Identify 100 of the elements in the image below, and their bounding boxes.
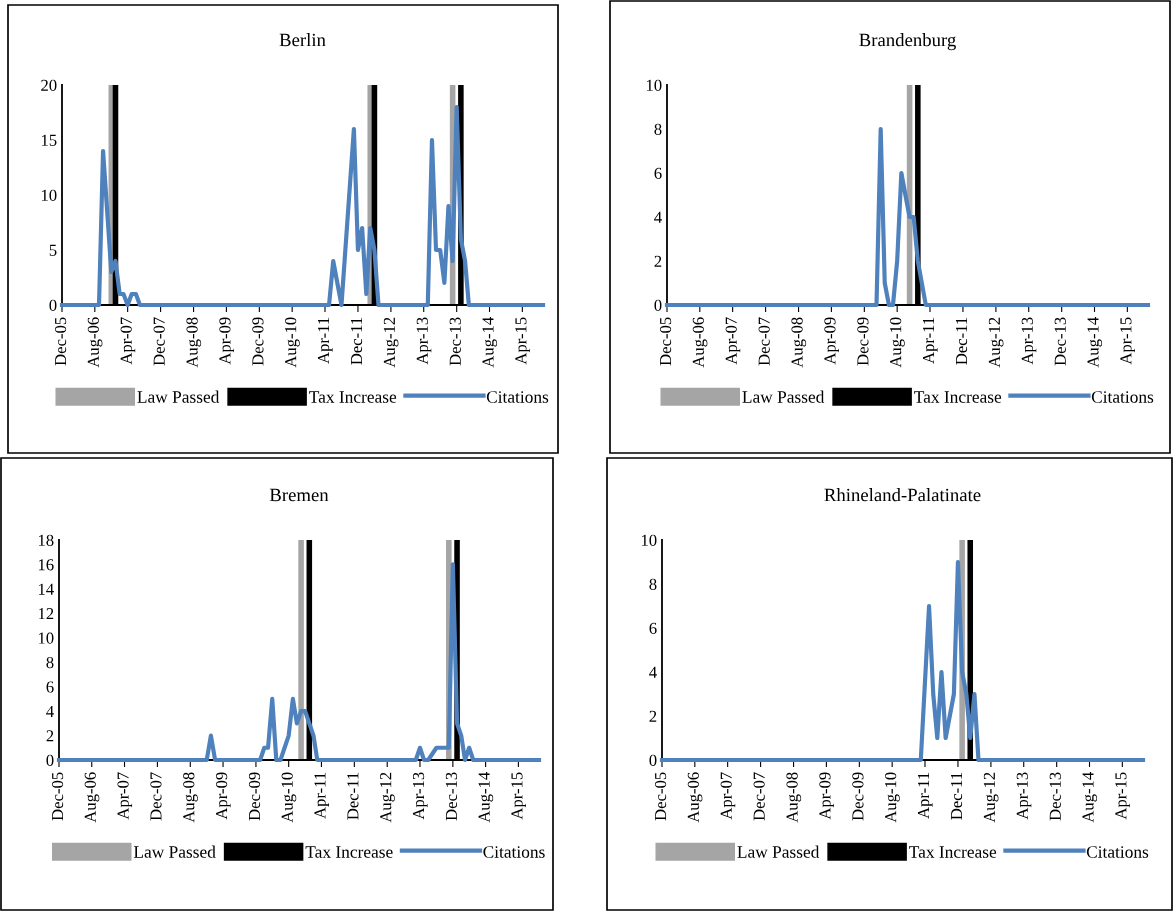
x-tick-label: Apr-07 [720,772,736,820]
x-tick-label: Aug-10 [890,317,905,368]
x-tick-label: Aug-12 [383,317,399,368]
x-tick-label: Dec-13 [1049,772,1061,821]
x-tick-label: Apr-11 [918,772,933,819]
legend-label: Tax Increase [909,846,997,858]
y-tick-label: 10 [646,79,662,91]
x-tick-label: Apr-15 [1120,317,1135,365]
y-tick-label: 15 [41,134,57,146]
chart-title: Rhineland-Palatinate [824,488,981,502]
x-tick-label: Dec-05 [51,772,64,821]
legend-label: Citations [486,391,549,403]
x-tick-label: Aug-12 [988,317,1004,368]
legend-label: Citations [1091,391,1154,403]
x-tick-label: Apr-07 [120,317,136,365]
y-tick-label: 14 [38,583,54,595]
y-tick-label: 10 [38,632,54,644]
y-tick-label: 10 [41,189,57,201]
x-tick-label: Apr-07 [725,317,741,365]
x-tick-label: Dec-07 [153,317,165,366]
x-tick-label: Aug-14 [1087,317,1103,368]
legend-label: Law Passed [137,390,220,403]
y-tick-label: 6 [649,622,657,634]
x-tick-label: Dec-09 [248,772,261,821]
chart-title: Berlin [279,33,326,47]
x-tick-label: Dec-11 [350,317,363,365]
x-tick-label: Aug-06 [84,772,100,823]
x-tick-label: Apr-09 [215,772,231,820]
y-tick-label: 20 [41,79,57,91]
x-tick-label: Aug-12 [983,772,999,823]
legend-label: Tax Increase [914,391,1002,403]
legend-label: Law Passed [742,390,825,403]
x-tick-label: Dec-13 [449,317,461,366]
y-tick-label: 0 [649,754,657,766]
x-tick-label: Apr-11 [314,772,329,819]
x-tick-label: Dec-09 [252,317,264,366]
x-tick-label: Dec-09 [852,772,864,821]
x-tick-label: Dec-07 [758,317,770,366]
x-tick-label: Apr-11 [923,317,938,364]
x-tick-label: Apr-15 [511,772,526,820]
chart-title: Brandenburg [859,33,956,51]
x-tick-label: Aug-08 [791,317,807,368]
y-tick-label: 4 [654,211,662,223]
x-tick-label: Aug-14 [482,317,498,368]
legend-label: Tax Increase [305,846,393,858]
x-tick-label: Dec-11 [950,772,963,820]
x-tick-label: Apr-13 [1021,317,1037,365]
y-tick-label: 2 [46,730,54,742]
y-tick-label: 0 [46,754,54,766]
x-tick-label: Apr-11 [318,317,333,364]
x-tick-label: Aug-08 [786,772,802,823]
x-tick-label: Aug-08 [186,317,202,368]
x-tick-label: Aug-10 [885,772,900,823]
x-tick-label: Aug-14 [478,772,494,823]
x-tick-label: Dec-11 [955,317,968,365]
y-tick-label: 2 [654,255,662,267]
x-tick-label: Apr-09 [219,317,234,365]
y-tick-label: 6 [46,681,54,693]
x-tick-label: Aug-10 [285,317,300,368]
legend-label: Citations [1086,846,1149,858]
x-tick-label: Aug-14 [1082,772,1098,823]
legend-label: Law Passed [737,845,820,858]
x-tick-label: Apr-09 [819,772,834,820]
y-tick-label: 0 [654,299,662,311]
x-tick-label: Dec-13 [1054,317,1066,366]
legend-label: Citations [483,846,545,858]
x-tick-label: Aug-08 [183,772,198,823]
y-tick-label: 5 [49,244,57,256]
x-tick-label: Dec-13 [445,772,458,821]
x-tick-label: Dec-05 [654,772,667,821]
chart-title: Bremen [269,488,329,502]
y-tick-label: 12 [38,608,54,620]
y-tick-label: 10 [641,534,657,546]
x-tick-label: Aug-12 [380,772,395,823]
x-tick-label: Apr-13 [412,772,428,820]
y-tick-label: 2 [649,710,657,722]
y-tick-label: 6 [654,167,662,179]
x-tick-label: Aug-06 [687,772,703,823]
x-tick-label: Dec-05 [659,317,672,366]
y-tick-label: 4 [649,666,657,678]
x-tick-label: Aug-06 [87,317,103,368]
x-tick-label: Apr-15 [1115,772,1130,820]
y-tick-label: 8 [654,123,662,135]
y-tick-label: 8 [46,656,54,669]
y-tick-label: 0 [49,299,57,311]
y-tick-label: 8 [649,578,657,590]
x-tick-label: Dec-11 [347,772,359,820]
y-tick-label: 16 [38,559,54,571]
x-tick-label: Apr-07 [117,772,133,820]
legend-label: Tax Increase [309,391,397,403]
x-tick-label: Apr-13 [416,317,432,365]
x-tick-label: Apr-13 [1016,772,1032,820]
legend-label: Law Passed [133,845,216,858]
x-tick-label: Dec-07 [753,772,765,821]
x-tick-label: Aug-06 [692,317,708,368]
x-tick-label: Dec-09 [857,317,869,366]
y-tick-label: 18 [38,534,54,546]
x-tick-label: Apr-09 [824,317,839,365]
x-tick-label: Aug-10 [281,772,297,823]
x-tick-label: Apr-15 [515,317,530,365]
